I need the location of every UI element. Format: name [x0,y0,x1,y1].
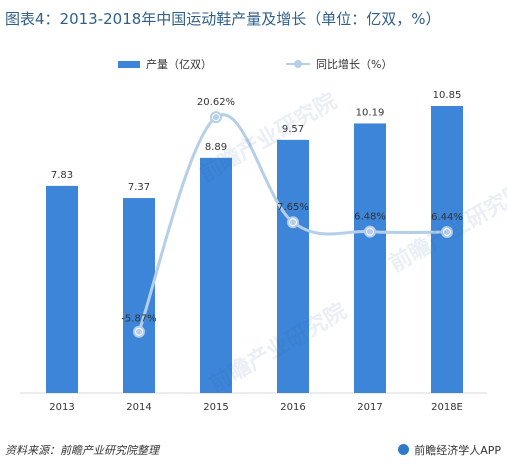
growth-label-2018E: 6.44% [431,212,463,223]
legend-item-production: 产量（亿双） [118,56,212,72]
x-tick-label-2013: 2013 [49,402,74,413]
growth-label-2015: 20.62% [197,97,235,108]
x-tick-label-2018E: 2018E [431,402,463,413]
bar-value-label-2015: 8.89 [205,142,227,153]
bar-value-label-2016: 9.57 [282,124,304,135]
bar-2015 [200,157,232,393]
growth-point-fill-2017 [367,228,373,235]
growth-point-fill-2018E [444,229,450,235]
bar-2017 [354,123,386,393]
legend-item-growth: 同比增长（%） [286,56,392,72]
legend: 产量（亿双） 同比增长（%） [0,56,507,76]
x-tick-label-2017: 2017 [357,402,382,413]
legend-bar-swatch [118,60,140,68]
growth-point-fill-2014 [136,328,142,335]
x-tick-label-2015: 2015 [203,402,228,413]
bar-2018E [431,106,463,393]
growth-point-fill-2016 [290,219,296,226]
legend-line-swatch [286,60,310,68]
brand-logo-icon [397,444,409,455]
legend-line-label: 同比增长（%） [316,58,393,71]
bar-2013 [46,185,78,393]
bar-2016 [277,139,309,393]
bar-value-label-2017: 10.19 [356,107,385,118]
source-note: 资料来源：前瞻产业研究院整理 [5,444,159,457]
x-tick-label-2014: 2014 [126,402,151,413]
growth-label-2017: 6.48% [354,212,386,223]
bar-value-label-2013: 7.83 [51,170,73,181]
growth-point-fill-2015 [213,114,219,121]
brand-credit: 前瞻经济学人APP [397,442,501,458]
brand-name: 前瞻经济学人APP [414,444,501,457]
legend-bar-label: 产量（亿双） [146,58,212,71]
bar-value-label-2014: 7.37 [128,182,150,193]
x-tick-label-2016: 2016 [280,402,305,413]
growth-label-2014: -5.87% [121,314,156,325]
growth-label-2016: 7.65% [277,202,309,213]
bar-value-label-2018E: 10.85 [433,90,462,101]
chart-title: 图表4：2013-2018年中国运动鞋产量及增长（单位：亿双，%） [5,10,441,28]
